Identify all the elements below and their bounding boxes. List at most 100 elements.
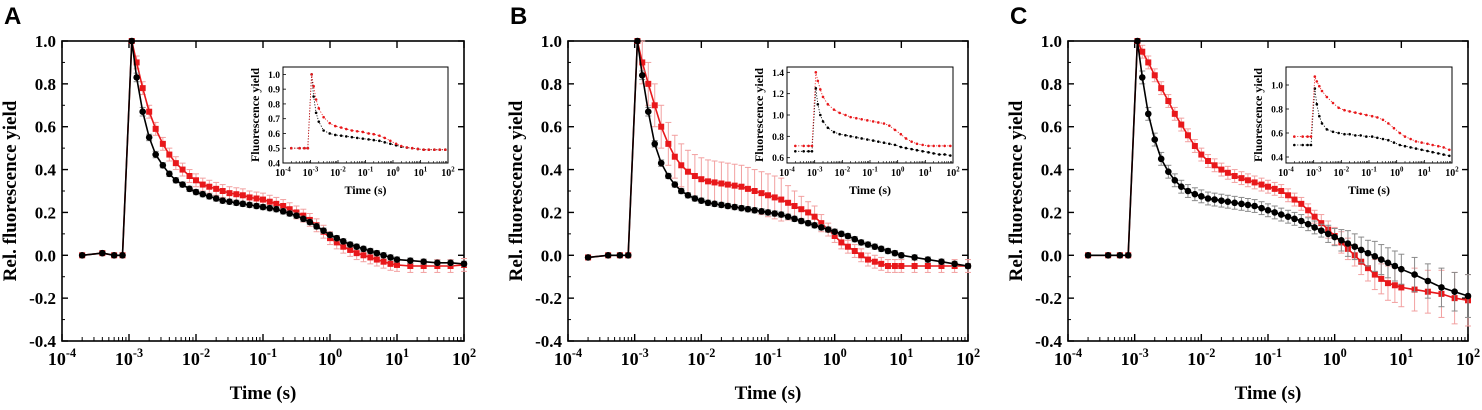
inset-data-point (932, 144, 935, 148)
data-point-square (864, 256, 871, 263)
inset-data-point (1313, 75, 1317, 78)
data-point-square (785, 199, 792, 206)
inset-x-axis-label: Time (s) (344, 183, 386, 197)
data-point-circle (744, 205, 752, 213)
inset-data-point (810, 144, 814, 148)
inset-data-point (866, 119, 869, 122)
x-tick-label: 100 (318, 346, 342, 369)
x-tick-label: 10-2 (687, 346, 715, 369)
inset-y-axis-label: Fluorescence yield (1251, 68, 1265, 162)
inset-x-tick-label: 101 (1418, 167, 1432, 180)
data-point-square (139, 85, 146, 92)
data-point-circle (657, 159, 665, 167)
data-point-circle (1331, 233, 1338, 241)
inset-data-point (1409, 146, 1412, 149)
data-point-circle (78, 251, 86, 259)
inset-data-point (1331, 130, 1335, 134)
data-point-square (1318, 220, 1325, 227)
inset-data-point (1376, 116, 1379, 119)
inset-data-point (344, 135, 348, 138)
data-point-square (684, 168, 691, 175)
data-point-circle (584, 254, 592, 261)
y-tick-label: 0.2 (35, 203, 56, 222)
data-point-square (1198, 151, 1205, 158)
data-point-square (665, 140, 672, 147)
data-point-square (818, 220, 825, 227)
inset-data-point (1398, 143, 1402, 147)
data-point-circle (831, 228, 838, 236)
data-point-square (1311, 213, 1318, 220)
inset-data-point (334, 133, 337, 137)
inset-data-point (372, 132, 376, 136)
data-point-square (751, 188, 758, 194)
data-point-circle (1391, 262, 1399, 270)
inset-data-point (1337, 106, 1340, 110)
data-point-circle (1451, 288, 1458, 296)
x-tick-label: 10-4 (1054, 346, 1082, 369)
inset-data-point (893, 128, 897, 132)
inset-data-point (1426, 149, 1429, 153)
inset-y-tick-label: 1.2 (772, 90, 784, 100)
data-point-circle (460, 260, 468, 268)
inset-series-line (1294, 88, 1450, 157)
data-point-circle (871, 243, 879, 251)
inset-data-point (819, 113, 822, 117)
inset-data-point (1370, 114, 1374, 118)
inset-data-point (1437, 144, 1440, 148)
inset-data-point (849, 115, 852, 119)
inset-data-point (882, 141, 886, 145)
data-point-square (778, 196, 785, 203)
x-tick-label: 10-4 (48, 346, 76, 369)
inset-data-point (1414, 140, 1418, 143)
data-point-square (1191, 143, 1198, 149)
inset-data-point (802, 144, 805, 148)
inset-data-point (844, 113, 847, 117)
data-point-square (186, 173, 193, 179)
inset-data-point (433, 148, 436, 152)
x-tick-label: 10-1 (249, 346, 277, 369)
inset-x-tick-label: 10-2 (834, 167, 850, 180)
series-black (1084, 37, 1472, 318)
y-tick-label: 0.0 (35, 246, 56, 265)
data-point-circle (764, 209, 772, 216)
data-point-circle (266, 204, 274, 212)
y-tick-label: 0.8 (541, 75, 562, 94)
data-point-circle (624, 251, 632, 259)
data-point-circle (691, 195, 699, 202)
inset-data-point (289, 146, 293, 150)
inset-data-point (1448, 148, 1451, 152)
plot-frame (61, 40, 465, 342)
y-tick-label: 1.0 (541, 32, 562, 51)
data-point-square (1391, 282, 1398, 289)
data-point-square (373, 256, 380, 263)
inset-data-point (1409, 137, 1412, 141)
data-point-circle (924, 256, 932, 263)
inset-y-axis-label: Fluorescence yield (752, 68, 766, 162)
y-tick-label: 0.6 (541, 118, 562, 137)
data-point-square (1251, 179, 1258, 186)
panel-letter: B (510, 3, 527, 30)
inset-data-point (1318, 114, 1321, 118)
data-point-square (711, 179, 718, 186)
inset-data-point (1403, 135, 1407, 138)
inset-data-point (317, 120, 321, 123)
inset-data-point (317, 107, 321, 110)
data-point-circle (738, 204, 745, 212)
data-point-circle (199, 190, 207, 198)
data-point-square (1184, 132, 1191, 139)
data-point-circle (938, 258, 945, 266)
inset-data-point (814, 71, 818, 74)
y-axis-label: Rel. fluorescence yield (506, 100, 527, 281)
y-tick-label: -0.2 (29, 289, 56, 308)
x-tick-label: 100 (823, 346, 847, 369)
data-point-square (166, 151, 173, 158)
data-point-circle (1177, 183, 1185, 191)
data-point-square (199, 181, 206, 188)
data-point-square (1139, 48, 1146, 55)
data-point-square (239, 192, 246, 199)
inset-data-point (1420, 148, 1423, 152)
data-point-square (353, 250, 360, 257)
data-point-circle (857, 239, 865, 246)
inset-y-tick-label: 0.6 (772, 154, 784, 164)
inset-data-point (882, 122, 886, 125)
